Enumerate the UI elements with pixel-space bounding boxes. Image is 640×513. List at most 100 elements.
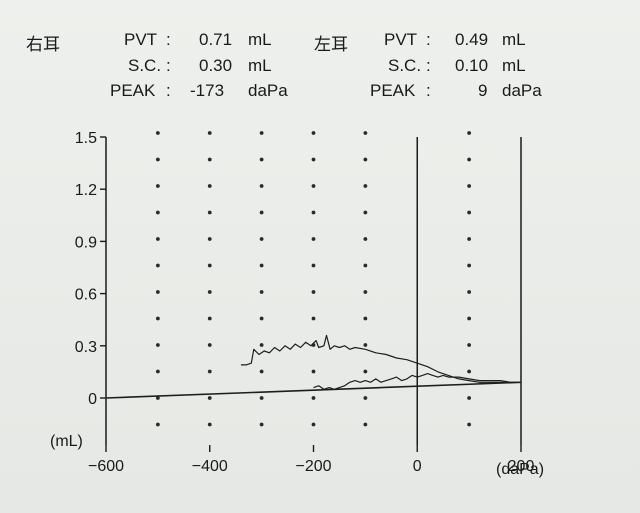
x-tick-label: −200 [295,458,331,475]
grid-dot [467,184,472,188]
left-pvt-colon: : [426,30,431,49]
series-line [240,334,519,383]
grid-dot [311,210,316,215]
grid-dot [363,237,368,241]
grid-dot [207,157,212,162]
grid-dot [259,157,264,162]
left-sc-value: 0.10 [455,56,489,75]
grid-dot [363,210,368,215]
grid-dot [363,396,368,400]
x-axis-label: (daPa) [496,461,544,478]
left-pvt-unit: mL [502,30,526,49]
grid-dot [155,396,160,400]
grid-dot [363,369,368,374]
left-sc-unit: mL [502,56,526,75]
right-peak-name: PEAK [110,81,156,100]
grid-dot [207,343,212,347]
right-ear-label: 右耳 [26,35,60,54]
grid-dot [311,131,316,135]
dot-grid [155,131,472,427]
grid-dot [363,290,368,294]
grid-dot [467,422,472,427]
left-sc-name: S.C. [388,56,422,75]
grid-dot [467,343,472,347]
grid-dot [363,316,368,321]
grid-dot [311,290,316,294]
y-tick-label: 0.9 [75,234,97,251]
y-tick-label: 0.6 [75,287,97,304]
grid-dot [363,263,368,268]
right-sc-value: 0.30 [199,56,233,75]
grid-dot [259,210,264,215]
grid-dot [311,237,316,241]
grid-dot [155,263,160,268]
right-sc-colon: : [166,56,171,75]
right-sc-name: S.C. [128,56,162,75]
grid-dot [155,131,160,135]
left-peak-colon: : [426,81,431,100]
grid-dot [207,422,212,427]
left-ear-label: 左耳 [314,35,348,54]
grid-dot [467,157,472,162]
left-peak-value: 9 [478,81,488,100]
grid-dot [207,369,212,374]
left-pvt-name: PVT [384,30,418,49]
grid-dot [207,210,212,215]
grid-dot [467,290,472,294]
right-peak-value: -173 [190,81,225,100]
series-line [313,373,519,390]
grid-dot [467,237,472,241]
grid-dot [155,237,160,241]
grid-dot [363,184,368,188]
y-tick-label: 1.2 [75,182,97,199]
grid-dot [207,184,212,188]
left-peak-unit: daPa [502,81,542,100]
x-tick-label: −400 [192,458,228,475]
y-tick-label: 0 [88,391,97,408]
series-line [105,381,522,399]
grid-dot [467,131,472,135]
right-pvt-unit: mL [248,30,272,49]
grid-dot [207,290,212,294]
grid-dot [467,316,472,321]
y-ticks: 0 0.3 0.6 0.9 1.2 1.5 [75,130,106,408]
grid-dot [155,369,160,374]
grid-dot [155,290,160,294]
right-pvt-colon: : [166,30,171,49]
grid-dot [467,263,472,268]
grid-dot [259,422,264,427]
grid-dot [259,237,264,241]
grid-dot [311,263,316,268]
grid-dot [467,396,472,400]
grid-dot [259,343,264,347]
grid-dot [363,343,368,347]
grid-dot [259,184,264,188]
grid-dot [155,316,160,321]
grid-dot [311,184,316,188]
grid-dot [155,422,160,427]
left-pvt-value: 0.49 [455,30,489,49]
grid-dot [467,210,472,215]
grid-dot [207,316,212,321]
grid-dot [155,343,160,347]
grid-dot [207,131,212,135]
grid-dot [155,184,160,188]
grid-dot [259,131,264,135]
x-tick-label: −600 [88,458,124,475]
grid-dot [363,422,368,427]
right-peak-unit: daPa [248,81,288,100]
grid-dot [363,157,368,162]
grid-dot [259,316,264,321]
grid-dot [155,210,160,215]
series-layer [105,334,522,399]
grid-dot [311,369,316,374]
right-pvt-value: 0.71 [199,30,233,49]
y-tick-label: 1.5 [75,130,97,147]
grid-dot [311,316,316,321]
y-axis-label: (mL) [50,433,83,450]
right-peak-colon: : [166,81,171,100]
grid-dot [207,263,212,268]
left-peak-name: PEAK [370,81,416,100]
y-tick-label: 0.3 [75,339,97,356]
